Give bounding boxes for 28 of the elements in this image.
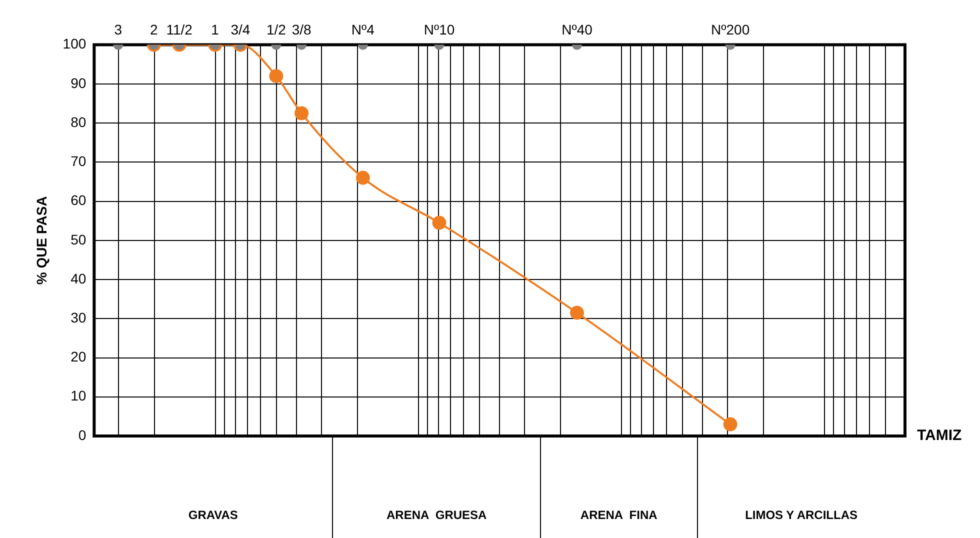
y-axis-title: % QUE PASA bbox=[33, 196, 50, 285]
x-tick-label: Nº40 bbox=[562, 21, 593, 38]
x-tick-label: 1 bbox=[211, 21, 220, 38]
y-tick-label: 70 bbox=[70, 153, 86, 170]
text: LIMOS Y ARCILLAS bbox=[745, 507, 858, 524]
x-tick-label: Nº200 bbox=[711, 21, 750, 38]
y-tick-label: 0 bbox=[78, 426, 86, 443]
x-tick-label: 1/2 bbox=[266, 21, 286, 38]
y-tick-label: 20 bbox=[70, 348, 86, 365]
x-tick-label: Nº4 bbox=[351, 21, 375, 38]
x-tick-label: 2 bbox=[150, 21, 158, 38]
x-tick-label: 3/8 bbox=[292, 21, 312, 38]
y-tick-label: 10 bbox=[70, 388, 86, 404]
x-tick-label: 3/4 bbox=[230, 21, 250, 38]
x-tick-label: 11/2 bbox=[166, 21, 193, 38]
y-tick-label: 30 bbox=[70, 310, 86, 326]
x-tick-label: Nº10 bbox=[424, 21, 455, 38]
text: ARENA FINA bbox=[580, 507, 658, 524]
y-tick-label: 100 bbox=[62, 36, 86, 52]
text: ARENA GRUESA bbox=[386, 507, 487, 524]
y-tick-label: 90 bbox=[70, 74, 86, 91]
y-tick-label: 60 bbox=[70, 192, 86, 208]
text: GRAVAS bbox=[188, 507, 238, 524]
y-tick-label: 50 bbox=[70, 231, 86, 248]
y-tick-label: 80 bbox=[70, 114, 86, 130]
x-tick-label: 3 bbox=[114, 21, 122, 38]
x-axis-title: TAMIZ bbox=[917, 427, 962, 444]
y-tick-label: 40 bbox=[70, 270, 86, 286]
